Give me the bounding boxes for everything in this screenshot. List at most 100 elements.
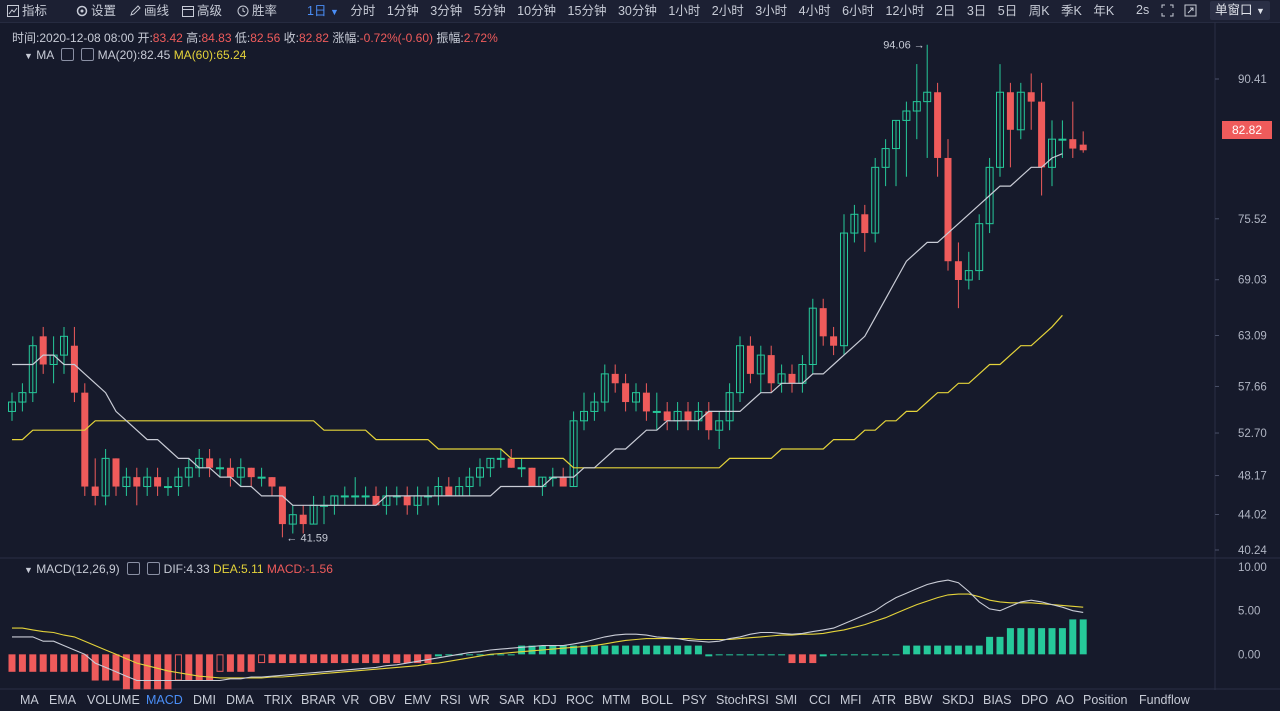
timeframe-item[interactable]: 3小时 [755,4,788,18]
macd-bar [393,654,401,664]
tab-fundflow[interactable]: Fundflow [1139,693,1190,707]
main-indicator-legend: ▼ MA MA(20):82.45 MA(60):65.24 [24,48,246,62]
tab-dmi[interactable]: DMI [193,693,216,707]
timeframe-item[interactable]: 10分钟 [517,4,557,18]
macd-y-tick-label: 0.00 [1238,649,1260,661]
timeframe-item[interactable]: 5日 [997,4,1018,18]
timeframe-item[interactable]: 6小时 [842,4,875,18]
chart-area[interactable]: 94.06 → ← 41.59 90.41 75.52 69.03 63.09 57.66… [0,22,1280,690]
macd-bar [923,645,931,655]
fullscreen-icon[interactable] [1161,4,1174,17]
timeframe-item[interactable]: 15分钟 [567,4,607,18]
macd-bar [497,654,505,656]
macd-bar [715,654,723,656]
chevron-down-icon: ▼ [1256,6,1265,16]
winrate-button[interactable]: 胜率 [237,3,277,19]
main-indicator-name[interactable]: MA [36,48,54,62]
timeframe-item[interactable]: 1小时 [668,4,701,18]
tab-mfi[interactable]: MFI [840,693,862,707]
timeframe-item[interactable]: 周K [1028,4,1050,18]
tab-psy[interactable]: PSY [682,693,708,707]
advanced-label: 高级 [197,4,223,18]
tab-boll[interactable]: BOLL [641,693,673,707]
collapse-chevron-icon[interactable]: ▼ [24,565,33,575]
expand-icon[interactable] [1184,4,1197,17]
close-value: 82.82 [298,31,329,45]
macd-indicator-legend: ▼ MACD(12,26,9) DIF:4.33 DEA:5.11 MACD:-… [24,562,333,576]
timeframe-item[interactable]: 2日 [935,4,956,18]
macd-bar [122,654,130,690]
tab-atr[interactable]: ATR [872,693,897,707]
macd-bar [528,645,536,655]
timeframe-item[interactable]: 3日 [966,4,987,18]
candle-body [122,476,131,488]
indicator-close-icon[interactable] [147,562,161,575]
tab-trix[interactable]: TRIX [264,693,293,707]
change-value: -0.72%(-0.60) [359,31,434,45]
tab-emv[interactable]: EMV [404,693,432,707]
tab-mtm[interactable]: MTM [602,693,631,707]
tab-ao[interactable]: AO [1056,693,1075,707]
tab-position[interactable]: Position [1083,693,1128,707]
timeframe-item[interactable]: 2小时 [711,4,744,18]
tab-sar[interactable]: SAR [499,693,525,707]
indicator-settings-icon[interactable] [126,562,140,575]
tab-dpo[interactable]: DPO [1021,693,1049,707]
tab-rsi[interactable]: RSI [440,693,461,707]
tab-volume[interactable]: VOLUME [87,693,140,707]
tab-skdj[interactable]: SKDJ [942,693,974,707]
tab-bias[interactable]: BIAS [983,693,1012,707]
candle-body [1027,92,1035,102]
tab-bbw[interactable]: BBW [904,693,933,707]
tab-smi[interactable]: SMI [775,693,798,707]
tab-ema[interactable]: EMA [49,693,77,707]
timeframe-item[interactable]: 5分钟 [473,4,506,18]
macd-bar [757,654,765,656]
refresh-interval[interactable]: 2s [1136,3,1150,17]
candle-body [528,467,536,487]
macd-bar [611,645,619,655]
macd-bar [258,654,266,664]
macd-bar [861,654,869,656]
tab-brar[interactable]: BRAR [301,693,336,707]
macd-bar [622,645,630,655]
window-mode-select[interactable]: 单窗口 ▼ [1210,1,1270,20]
tab-obv[interactable]: OBV [369,693,396,707]
indicators-button[interactable]: 指标 [7,3,47,19]
tab-kdj[interactable]: KDJ [533,693,557,707]
candle-body [996,91,1004,168]
macd-bar [154,654,162,690]
indicator-close-icon[interactable] [81,48,95,61]
collapse-chevron-icon[interactable]: ▼ [24,51,33,61]
advanced-button[interactable]: 高级 [182,3,222,19]
tab-wr[interactable]: WR [469,693,490,707]
timeframe-item[interactable]: 年K [1093,4,1115,18]
timeframe-item[interactable]: 1分钟 [386,4,419,18]
macd-bar [913,645,921,655]
macd-bar [1038,628,1046,655]
settings-button[interactable]: 设置 [76,3,116,19]
tab-roc[interactable]: ROC [566,693,594,707]
timeframe-item[interactable]: 季K [1061,4,1082,18]
tab-macd[interactable]: MACD [146,693,183,707]
macd-bar [310,654,318,664]
macd-bar [330,654,338,664]
tab-stochrsi[interactable]: StochRSI [716,693,769,707]
timeframe-selected[interactable]: 1日 ▼ [307,4,339,18]
tab-dma[interactable]: DMA [226,693,254,707]
macd-indicator-name[interactable]: MACD(12,26,9) [36,562,120,576]
timeframe-item[interactable]: 4小时 [798,4,831,18]
low-value: 82.56 [250,31,281,45]
candle-body [372,495,380,506]
indicator-settings-icon[interactable] [60,48,74,61]
tab-ma[interactable]: MA [20,693,39,707]
tab-cci[interactable]: CCI [809,693,831,707]
change-label: 涨幅: [332,31,360,45]
tab-vr[interactable]: VR [342,693,360,707]
timeframe-item[interactable]: 12小时 [885,4,925,18]
timeframe-item[interactable]: 30分钟 [617,4,657,18]
draw-line-button[interactable]: 画线 [129,3,169,19]
timeframe-item[interactable]: 3分钟 [430,4,463,18]
candle-body [819,308,827,337]
timeframe-item[interactable]: 分时 [350,4,376,18]
